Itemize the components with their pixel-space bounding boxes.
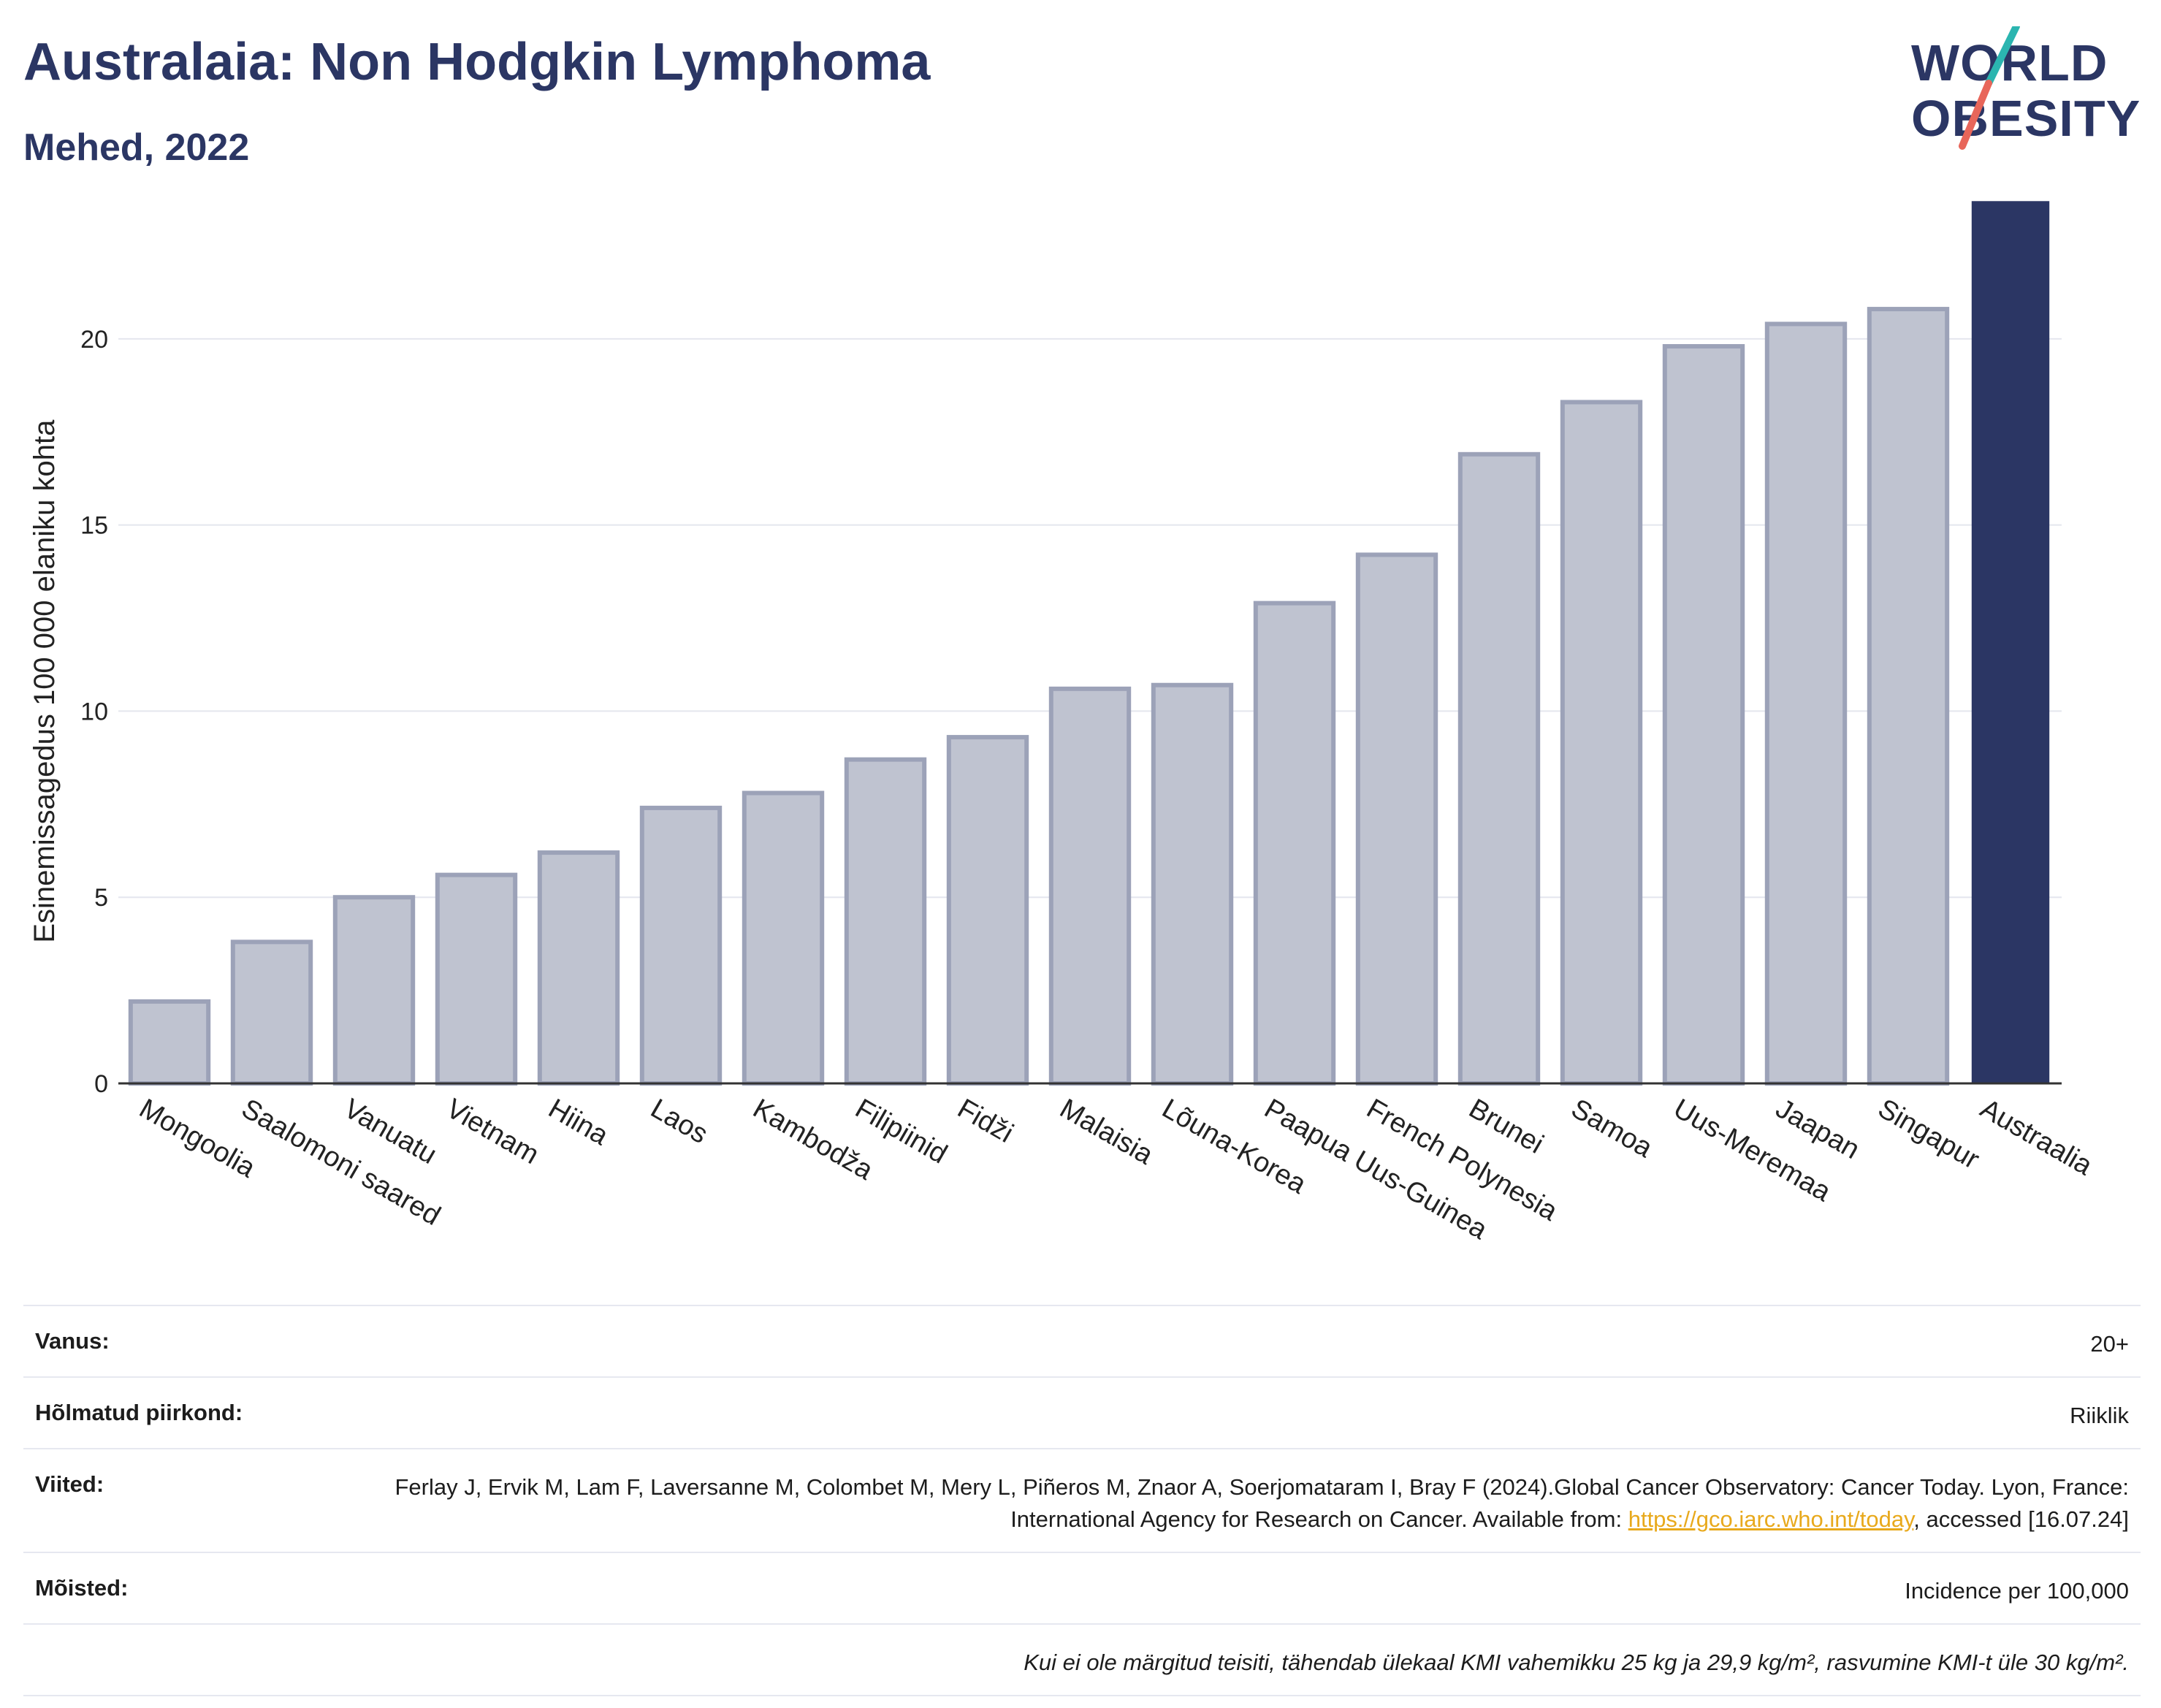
meta-note: Kui ei ole märgitud teisiti, tähendab ül…: [1024, 1650, 2129, 1675]
logo-word-obesity: OBESITY: [1911, 90, 2141, 147]
bar: [435, 872, 518, 1086]
x-tick-label: Brunei: [1464, 1093, 1549, 1159]
meta-key-age: Vanus:: [35, 1328, 110, 1354]
meta-value-region: Riiklik: [2070, 1403, 2129, 1428]
bar: [1253, 601, 1336, 1086]
y-axis-label: Esinemissagedus 100 000 elaniku kohta: [28, 419, 61, 943]
x-tick-label: Fidži: [953, 1093, 1018, 1148]
world-obesity-logo: WORLD OBESITY: [1907, 26, 2141, 158]
bar: [639, 805, 723, 1086]
y-tick-label: 20: [80, 326, 108, 354]
x-tick-label: Malaisia: [1055, 1093, 1159, 1170]
bar: [742, 790, 825, 1086]
reference-accessed: , accessed [16.07.24]: [1913, 1506, 2129, 1532]
meta-key-region: Hõlmatud piirkond:: [35, 1400, 243, 1425]
bar: [1560, 400, 1643, 1086]
page-title: Australaia: Non Hodgkin Lymphoma: [23, 33, 931, 91]
y-tick-label: 10: [80, 698, 108, 725]
bars: [128, 201, 2050, 1086]
bar: [1867, 307, 1950, 1086]
x-tick-label: Hiina: [544, 1093, 614, 1151]
bar: [332, 895, 416, 1086]
x-tick-label: Samoa: [1566, 1093, 1658, 1164]
bar: [230, 939, 313, 1086]
meta-value-references: Ferlay J, Ervik M, Lam F, Laversanne M, …: [302, 1471, 2129, 1536]
x-tick-label: Vietnam: [441, 1093, 544, 1170]
reference-text: Ferlay J, Ervik M, Lam F, Laversanne M, …: [395, 1474, 2129, 1532]
bar: [946, 735, 1029, 1086]
meta-row-region: Hõlmatud piirkond: Riiklik: [23, 1376, 2141, 1448]
y-tick-label: 15: [80, 512, 108, 540]
reference-link[interactable]: https://gco.iarc.who.int/today: [1628, 1506, 1914, 1532]
logo-slash-icon: [1959, 26, 2020, 150]
meta-value-age: 20+: [2090, 1331, 2129, 1357]
y-tick-label: 0: [94, 1070, 108, 1098]
bar: [844, 757, 927, 1086]
x-tick-label: Mongoolia: [134, 1093, 262, 1183]
page-subtitle: Mehed, 2022: [23, 126, 250, 169]
meta-value-definitions: Incidence per 100,000: [1905, 1578, 2129, 1604]
meta-row-age: Vanus: 20+: [23, 1305, 2141, 1376]
metadata-table: Vanus: 20+ Hõlmatud piirkond: Riiklik Vi…: [23, 1305, 2141, 1696]
bar: [1048, 686, 1132, 1086]
meta-row-note: Kui ei ole märgitud teisiti, tähendab ül…: [23, 1623, 2141, 1696]
bar: [1764, 321, 1848, 1086]
bar: [537, 850, 620, 1086]
meta-key-definitions: Mõisted:: [35, 1575, 129, 1601]
x-tick-label: Singapur: [1873, 1093, 1985, 1175]
bar: [1457, 451, 1541, 1086]
meta-key-references: Viited:: [35, 1471, 104, 1497]
y-tick-label: 5: [94, 884, 108, 912]
meta-row-references: Viited: Ferlay J, Ervik M, Lam F, Lavers…: [23, 1448, 2141, 1552]
bar: [1662, 344, 1745, 1086]
bar: [1151, 682, 1234, 1086]
meta-row-definitions: Mõisted: Incidence per 100,000: [23, 1552, 2141, 1623]
x-tick-label: Austraalia: [1975, 1093, 2098, 1181]
x-tick-label: Laos: [646, 1093, 713, 1150]
bar: [1355, 552, 1438, 1086]
bar: [128, 999, 211, 1086]
bar-highlight: [1971, 201, 2050, 1084]
